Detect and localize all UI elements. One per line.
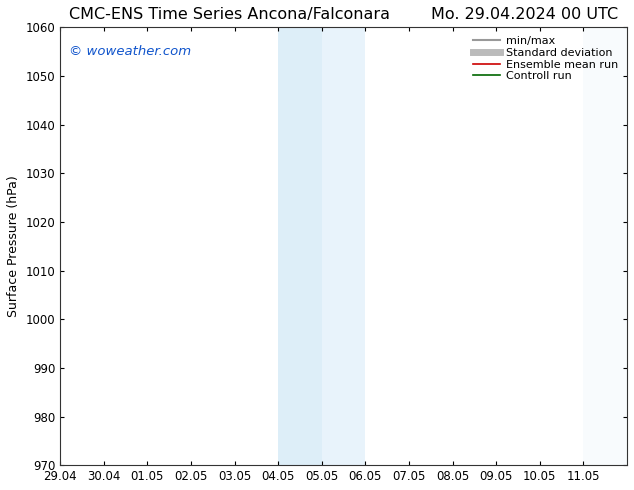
Bar [583,27,627,465]
Bar [278,27,322,465]
Legend: min/max, Standard deviation, Ensemble mean run, Controll run: min/max, Standard deviation, Ensemble me… [469,33,621,84]
Text: © woweather.com: © woweather.com [68,45,191,58]
Bar [322,27,365,465]
Title: CMC-ENS Time Series Ancona/Falconara        Mo. 29.04.2024 00 UTC: CMC-ENS Time Series Ancona/Falconara Mo.… [69,7,618,22]
Y-axis label: Surface Pressure (hPa): Surface Pressure (hPa) [7,175,20,317]
